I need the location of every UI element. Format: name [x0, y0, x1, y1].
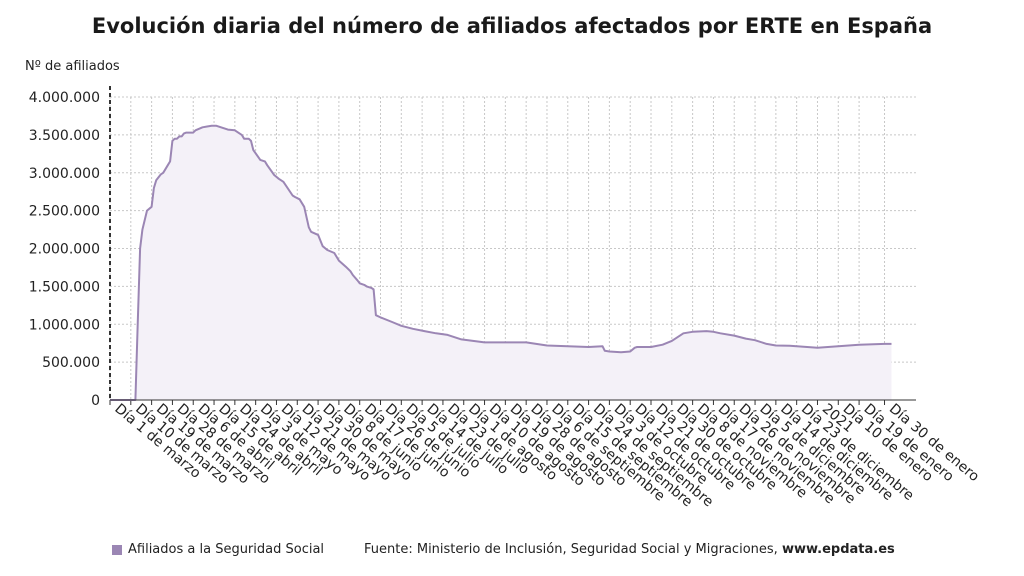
chart-title: Evolución diaria del número de afiliados… — [91, 14, 933, 38]
y-tick-label: 3.000.000 — [29, 166, 100, 182]
source-text: Fuente: Ministerio de Inclusión, Segurid… — [364, 542, 778, 557]
y-axis-label: Nº de afiliados — [25, 59, 120, 74]
y-tick-label: 4.000.000 — [29, 90, 100, 106]
legend-label: Afiliados a la Seguridad Social — [128, 542, 325, 557]
y-tick-label: 1.500.000 — [29, 279, 100, 295]
source-note: Fuente: Ministerio de Inclusión, Segurid… — [364, 542, 895, 557]
y-tick-label: 3.500.000 — [29, 128, 100, 144]
y-tick-label: 2.000.000 — [29, 242, 100, 258]
y-tick-label: 2.500.000 — [29, 204, 100, 220]
source-site: www.epdata.es — [781, 542, 895, 557]
series-line — [110, 124, 892, 401]
y-tick-label: 500.000 — [42, 355, 100, 371]
legend-swatch — [112, 544, 122, 555]
legend: Afiliados a la Seguridad Social — [112, 542, 324, 557]
series-area — [110, 125, 892, 401]
y-tick-label: 0 — [91, 393, 100, 409]
y-tick-label: 1.000.000 — [29, 317, 100, 333]
